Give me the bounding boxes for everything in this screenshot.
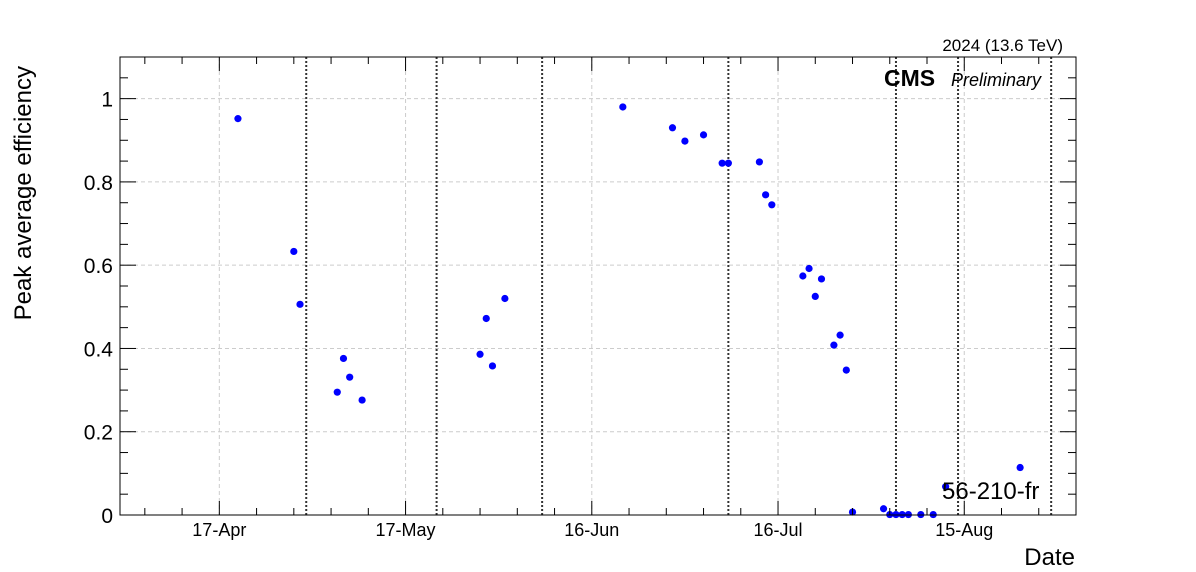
experiment-label: CMS [884,65,935,91]
data-point [755,158,764,166]
data-point [768,201,776,209]
grid-lines [120,57,1076,515]
status-label: Preliminary [951,70,1042,90]
data-point [339,354,348,363]
data-point [346,373,354,381]
data-point [699,131,708,139]
data-point [482,314,490,323]
data-point [234,115,242,123]
data-point [762,191,770,199]
data-point [358,396,366,404]
y-axis-title: Peak average efficiency [10,66,37,320]
x-tick-label: 17-May [376,520,436,540]
run-annotation: 56-210-fr [942,478,1039,505]
plot-frame [119,56,1077,516]
data-point [488,362,497,370]
data-point [817,275,826,283]
data-point [836,331,844,339]
data-point [842,366,850,374]
data-point [681,137,689,145]
data-point [799,272,807,280]
data-point [942,483,950,491]
x-axis-title: Date [1024,544,1075,571]
data-point [879,505,888,513]
data-point [296,300,304,308]
data-points [234,103,1024,519]
y-tick-label: 0.4 [84,338,114,361]
y-tick-label: 0.8 [84,172,113,195]
data-point [290,247,298,256]
x-tick-label: 17-Apr [192,520,246,540]
data-point [1016,463,1024,472]
data-point [724,159,732,167]
x-tick-label: 16-Jun [564,520,619,540]
x-tick-label: 15-Aug [935,520,993,540]
tick-labels: 17-Apr 17-May 16-Jun 16-Jul 15-Aug 0 0.2 0.4 0.6… [84,89,993,540]
data-point [619,103,627,111]
data-point [333,388,341,396]
y-tick-label: 0 [101,505,113,528]
y-tick-label: 0.2 [84,422,113,445]
energy-label: 2024 (13.6 TeV) [942,36,1063,55]
data-point [718,159,726,167]
axis-ticks [120,57,1077,516]
data-point [830,341,838,349]
data-point [805,264,813,273]
run-separator-lines [305,57,1053,515]
y-tick-label: 0.6 [84,255,113,278]
x-tick-label: 16-Jul [754,520,803,540]
data-point [501,294,509,303]
data-point [476,350,484,358]
data-point [668,124,677,132]
y-tick-label: 1 [101,89,113,112]
data-point [811,292,819,301]
